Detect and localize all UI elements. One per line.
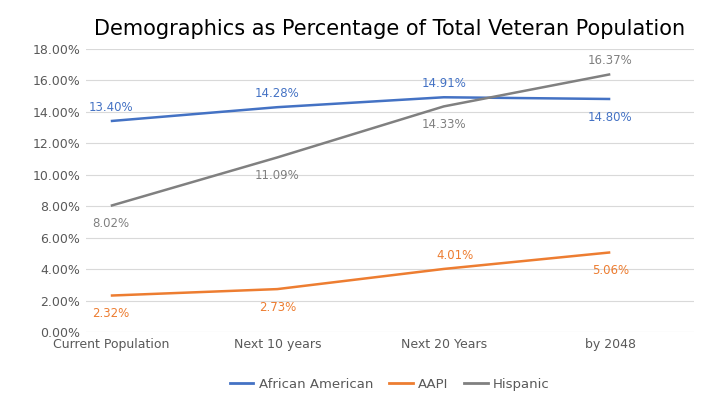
Text: 11.09%: 11.09% bbox=[255, 169, 300, 182]
Text: 2.32%: 2.32% bbox=[92, 307, 129, 320]
Text: 4.01%: 4.01% bbox=[436, 249, 473, 262]
Title: Demographics as Percentage of Total Veteran Population: Demographics as Percentage of Total Vete… bbox=[94, 19, 685, 39]
Text: 8.02%: 8.02% bbox=[92, 217, 129, 230]
Text: 5.06%: 5.06% bbox=[592, 264, 629, 277]
Text: 14.80%: 14.80% bbox=[588, 111, 633, 124]
Text: 16.37%: 16.37% bbox=[588, 54, 633, 67]
Text: 14.28%: 14.28% bbox=[255, 87, 300, 100]
Legend: African American, AAPI, Hispanic: African American, AAPI, Hispanic bbox=[225, 373, 555, 396]
Text: 13.40%: 13.40% bbox=[89, 101, 133, 114]
Text: 2.73%: 2.73% bbox=[259, 301, 296, 313]
Text: 14.91%: 14.91% bbox=[421, 77, 466, 90]
Text: 14.33%: 14.33% bbox=[421, 118, 466, 131]
